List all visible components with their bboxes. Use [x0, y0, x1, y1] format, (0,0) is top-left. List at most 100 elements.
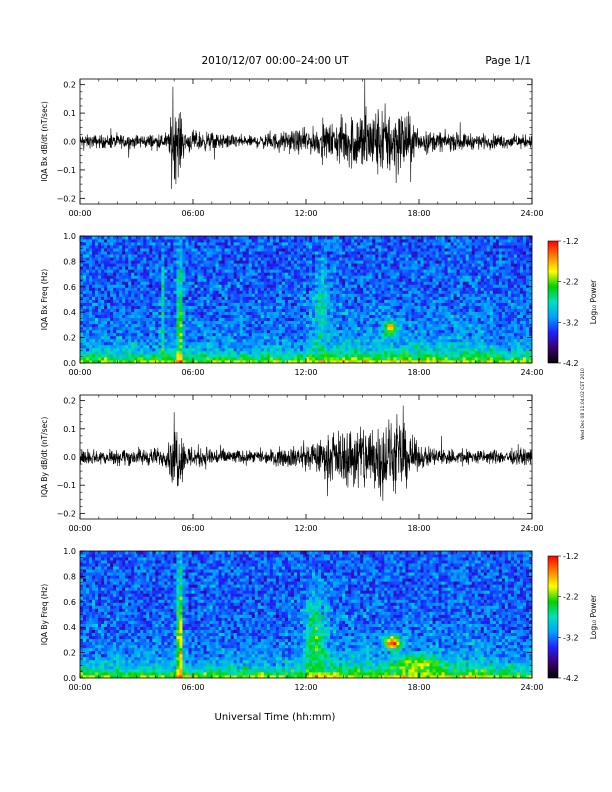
spectrogram-cell	[116, 272, 120, 276]
spectrogram-cell	[306, 347, 310, 352]
spectrogram-cell	[89, 263, 93, 267]
spectrogram-cell	[215, 332, 220, 337]
spectrogram-cell	[309, 344, 313, 349]
spectrogram-cell	[158, 308, 162, 312]
spectrogram-cell	[104, 299, 108, 303]
spectrogram-cell	[143, 308, 147, 312]
spectrogram-cell	[134, 296, 138, 300]
spectrogram-cell	[333, 284, 337, 288]
spectrogram-cell	[333, 305, 337, 309]
spectrogram-cell	[245, 263, 250, 267]
spectrogram-cell	[393, 353, 397, 358]
spectrogram-cell	[149, 236, 153, 240]
spectrogram-cell	[95, 359, 99, 363]
spectrogram-cell	[309, 311, 313, 316]
spectrogram-cell	[140, 293, 144, 297]
spectrogram-cell	[224, 332, 229, 337]
spectrogram-cell	[269, 341, 274, 346]
spectrogram-cell	[426, 317, 430, 322]
spectrogram-cell	[140, 359, 144, 363]
spectrogram-cell	[324, 302, 328, 306]
spectrogram-cell	[188, 338, 192, 343]
spectrogram-cell	[191, 335, 195, 340]
spectrogram-cell	[233, 302, 238, 306]
spectrogram-cell	[128, 329, 132, 334]
spectrogram-cell	[194, 293, 198, 297]
spectrogram-cell	[245, 350, 250, 355]
spectrogram-cell	[206, 254, 210, 258]
spectrogram-cell	[369, 281, 373, 285]
spectrogram-cell	[357, 341, 361, 346]
spectrogram-cell	[98, 281, 102, 285]
spectrogram-cell	[98, 269, 102, 273]
spectrogram-cell	[411, 263, 415, 267]
spectrogram-cell	[269, 305, 274, 309]
spectrogram-cell	[125, 257, 129, 261]
spectrogram-cell	[393, 314, 397, 319]
spectrogram-cell	[98, 263, 102, 267]
spectrogram-cell	[227, 257, 232, 261]
spectrogram-cell	[92, 257, 96, 261]
spectrogram-cell	[272, 266, 277, 270]
spectrogram-cell	[170, 314, 174, 319]
spectrogram-cell	[227, 251, 232, 255]
spectrogram-cell	[293, 284, 298, 288]
spectrogram-cell	[89, 245, 93, 249]
spectrogram-cell	[191, 248, 195, 252]
spectrogram-cell	[134, 272, 138, 276]
spectrogram-cell	[158, 353, 162, 358]
spectrogram-cell	[390, 236, 394, 240]
spectrogram-cell	[393, 263, 397, 267]
spectrogram-cell	[212, 239, 216, 243]
spectrogram-cell	[423, 239, 427, 243]
spectrogram-cell	[254, 290, 259, 294]
spectrogram-cell	[140, 287, 144, 291]
spectrogram-cell	[137, 332, 141, 337]
spectrogram-cell	[194, 299, 198, 303]
spectrogram-cell	[290, 326, 295, 331]
spectrogram-cell	[134, 245, 138, 249]
spectrogram-cell	[269, 308, 274, 312]
spectrogram-cell	[375, 302, 379, 306]
spectrogram-cell	[233, 287, 238, 291]
spectrogram-cell	[327, 284, 331, 288]
spectrogram-cell	[369, 350, 373, 355]
spectrogram-cell	[80, 356, 84, 361]
spectrogram-cell	[233, 257, 238, 261]
spectrogram-cell	[251, 347, 256, 352]
spectrogram-cell	[375, 317, 379, 322]
spectrogram-cell	[128, 248, 132, 252]
panels: 00:00 06:00 12:00 18:00 24:000.20.10.0−0.1−0…	[40, 78, 598, 692]
spectrogram-cell	[227, 293, 232, 297]
spectrogram-cell	[146, 245, 150, 249]
spectrogram-cell	[155, 263, 159, 267]
spectrogram-cell	[296, 326, 301, 331]
spectrogram-cell	[420, 275, 424, 279]
spectrogram-cell	[384, 344, 388, 349]
spectrogram-cell	[293, 236, 298, 240]
spectrogram-cell	[152, 353, 156, 358]
spectrogram-cell	[131, 290, 135, 294]
spectrogram-cell	[399, 272, 403, 276]
spectrogram-cell	[209, 356, 213, 361]
spectrogram-cell	[230, 356, 235, 361]
spectrogram-cell	[104, 257, 108, 261]
spectrogram-cell	[293, 314, 298, 319]
spectrogram-cell	[399, 248, 403, 252]
spectrogram-cell	[230, 257, 235, 261]
spectrogram-cell	[233, 242, 238, 246]
spectrogram-cell	[149, 335, 153, 340]
spectrogram-cell	[405, 245, 409, 249]
spectrogram-cell	[113, 251, 117, 255]
spectrogram-cell	[312, 245, 316, 249]
spectrogram-cell	[372, 353, 376, 358]
spectrogram-cell	[390, 290, 394, 294]
spectrogram-cell	[221, 359, 226, 363]
spectrogram-cell	[423, 251, 427, 255]
spectrogram-cell	[339, 320, 343, 325]
spectrogram-cell	[354, 305, 358, 309]
spectrogram-cell	[378, 326, 382, 331]
spectrogram-cell	[164, 311, 168, 316]
spectrogram-cell	[396, 323, 400, 328]
spectrogram-cell	[248, 308, 253, 312]
